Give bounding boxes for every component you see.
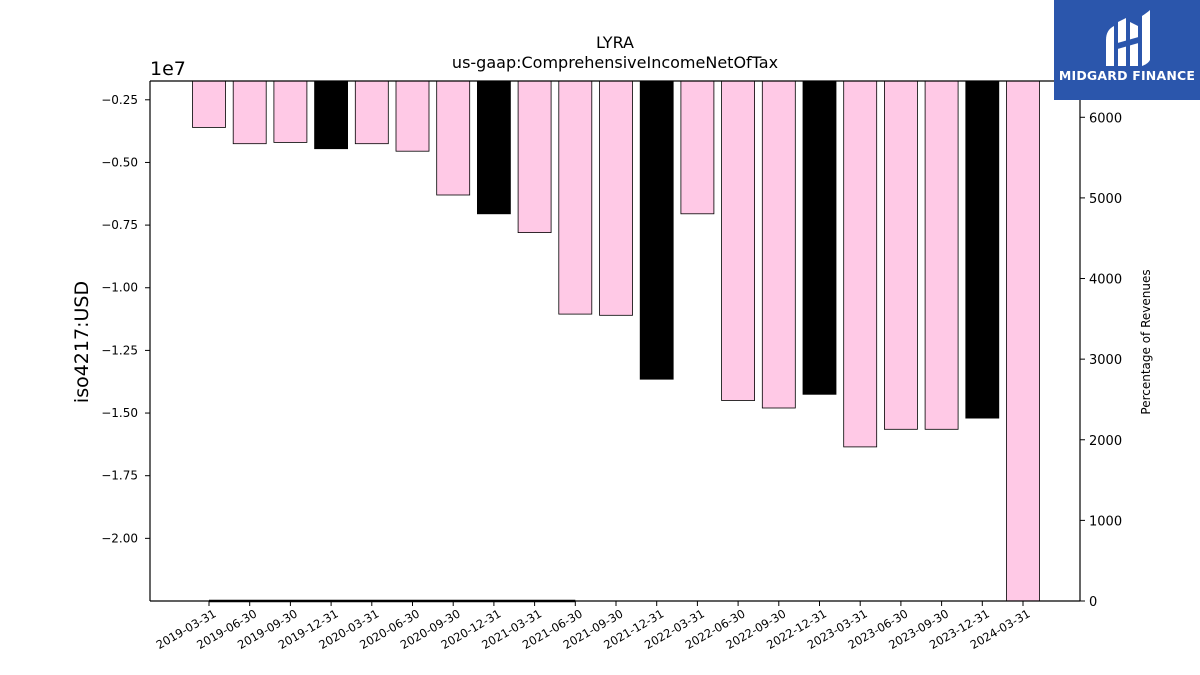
bars-group xyxy=(192,80,1040,602)
y-tick-label: −1.25 xyxy=(101,343,138,357)
bar-2021-06-30 xyxy=(558,80,593,315)
y2-tick-label: 5000 xyxy=(1089,192,1122,207)
bar-2019-09-30 xyxy=(273,80,308,143)
bar-2023-03-31 xyxy=(843,80,878,448)
midgard-finance-logo: MIDGARD FINANCE xyxy=(1054,0,1200,100)
bar-2023-06-30 xyxy=(884,80,918,430)
bar-2020-09-30 xyxy=(436,80,471,196)
bar-2022-12-31 xyxy=(802,80,837,395)
bar-2023-12-31 xyxy=(965,80,1000,419)
bar-2021-09-30 xyxy=(599,80,633,316)
y2-tick-label: 4000 xyxy=(1089,273,1122,288)
y-offset-label: 1e7 xyxy=(150,58,186,80)
y-tick-label: −0.25 xyxy=(101,93,138,107)
y2-tick-label: 6000 xyxy=(1089,111,1122,126)
y-tick-label: −0.75 xyxy=(101,218,138,232)
chart-title: LYRA xyxy=(596,33,634,52)
bar-2019-12-31 xyxy=(314,80,349,150)
y-tick-label: −1.00 xyxy=(101,281,138,295)
bar-2022-06-30 xyxy=(721,80,755,401)
y2-tick-label: 3000 xyxy=(1089,353,1122,368)
bar-2019-03-31 xyxy=(192,80,226,128)
bar-2021-03-31 xyxy=(517,80,552,234)
bar-2022-03-31 xyxy=(680,80,715,215)
bar-2022-09-30 xyxy=(761,80,796,409)
bar-2020-03-31 xyxy=(354,80,389,145)
y2-tick-label: 2000 xyxy=(1089,434,1122,449)
y2-tick-label: 1000 xyxy=(1089,514,1122,529)
y2-tick-label: 0 xyxy=(1089,595,1097,610)
bar-2024-03-31 xyxy=(1006,80,1040,602)
bar-2020-12-31 xyxy=(476,80,511,215)
logo-brand-text: MIDGARD FINANCE xyxy=(1058,68,1196,83)
y-tick-label: −1.50 xyxy=(101,406,138,420)
y2-axis-label: Percentage of Revenues xyxy=(1139,269,1153,414)
y-tick-label: −1.75 xyxy=(101,469,138,483)
y-axis-label: iso4217:USD xyxy=(71,281,93,403)
bar-2020-06-30 xyxy=(395,80,430,152)
bar-2021-12-31 xyxy=(639,80,674,380)
bar-2023-09-30 xyxy=(924,80,959,430)
bar-2019-06-30 xyxy=(232,80,267,145)
y-tick-label: −2.00 xyxy=(101,531,138,545)
midgard-logo-icon xyxy=(1106,10,1150,66)
chart-subtitle: us-gaap:ComprehensiveIncomeNetOfTax xyxy=(452,53,778,72)
y-tick-label: −0.50 xyxy=(101,155,138,169)
